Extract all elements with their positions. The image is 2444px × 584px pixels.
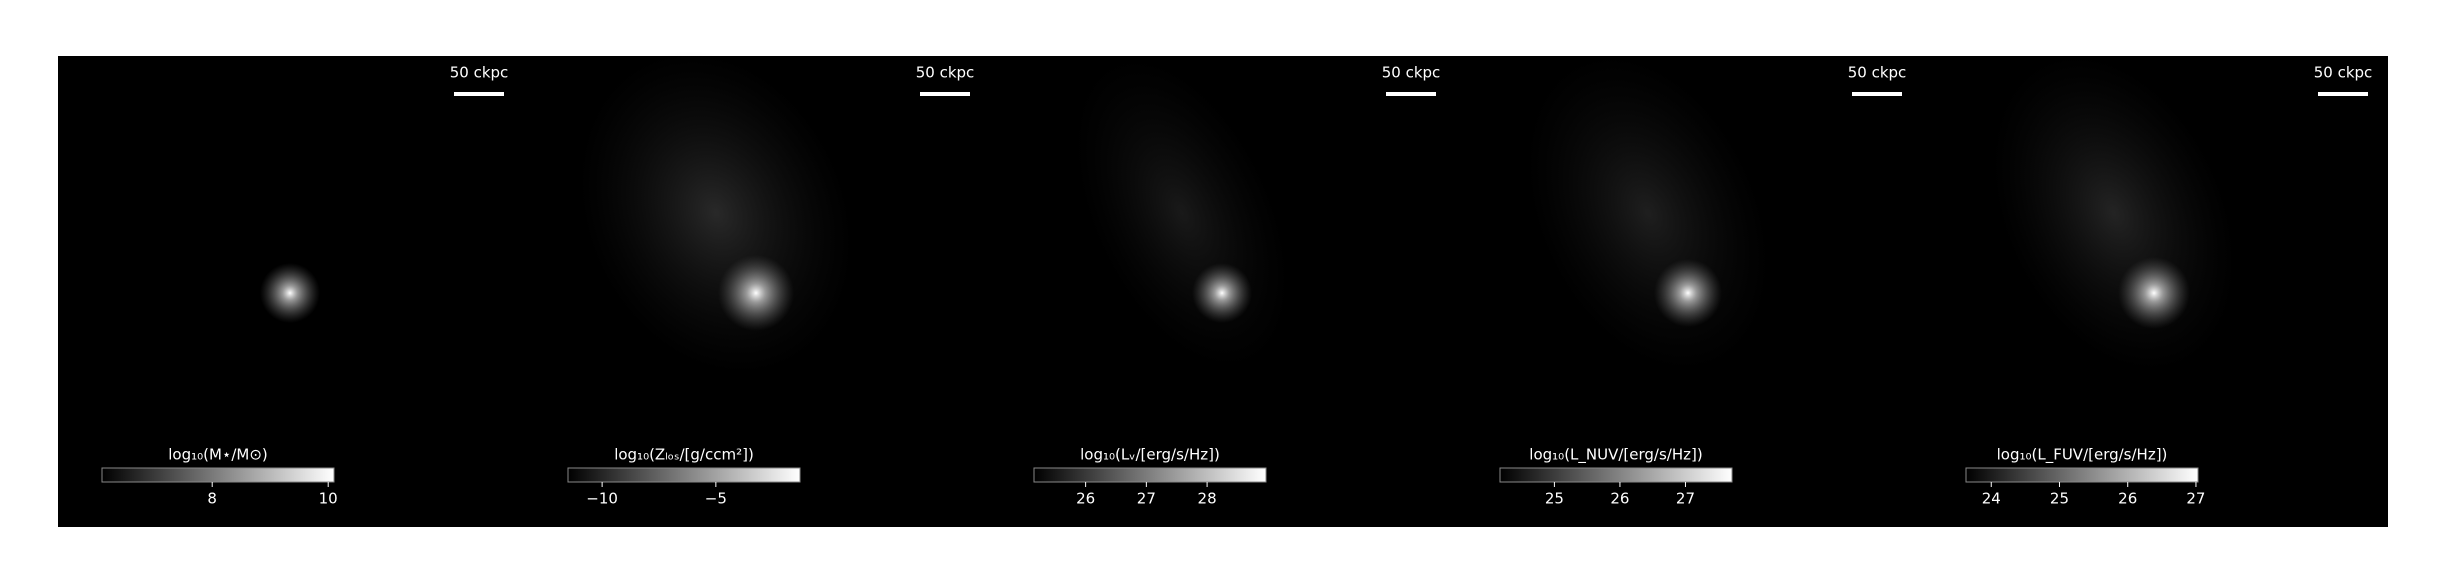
scale-label: 50 ckpc bbox=[450, 64, 509, 82]
scale-label: 50 ckpc bbox=[916, 64, 975, 82]
colorbar bbox=[101, 467, 335, 483]
galaxy-core bbox=[718, 255, 794, 331]
scale-label: 50 ckpc bbox=[2314, 64, 2373, 82]
colorbar-tick-label: −10 bbox=[586, 490, 618, 508]
colorbar bbox=[1499, 467, 1733, 483]
colorbar-tick-label: 28 bbox=[1198, 490, 1217, 508]
colorbar bbox=[1965, 467, 2199, 483]
colorbar-tick-label: 24 bbox=[1982, 490, 2001, 508]
colorbar-tick-label: 27 bbox=[1676, 490, 1695, 508]
colorbar-tick-label: 26 bbox=[1610, 490, 1629, 508]
colorbar-label: log₁₀(L_NUV/[erg/s/Hz]) bbox=[1529, 446, 1702, 465]
colorbar-label: log₁₀(Lᵥ/[erg/s/Hz]) bbox=[1080, 446, 1220, 464]
colorbar-tick-label: −5 bbox=[705, 490, 727, 508]
galaxy-core bbox=[1654, 259, 1722, 327]
colorbar-tick-label: 27 bbox=[2186, 490, 2205, 508]
colorbar-label: log₁₀(Zₗₒₛ/[g/ccm²]) bbox=[614, 446, 754, 464]
scale-label: 50 ckpc bbox=[1382, 64, 1441, 82]
colorbar-tick-label: 10 bbox=[319, 490, 338, 508]
colorbar-tick-label: 25 bbox=[2050, 490, 2069, 508]
galaxy-core bbox=[2118, 257, 2190, 329]
colorbar-tick-label: 27 bbox=[1137, 490, 1156, 508]
galaxy-core bbox=[260, 263, 320, 323]
colorbar-tick-label: 26 bbox=[1076, 490, 1095, 508]
colorbar-tick-label: 25 bbox=[1545, 490, 1564, 508]
colorbar-tick-label: 26 bbox=[2118, 490, 2137, 508]
scale-label: 50 ckpc bbox=[1848, 64, 1907, 82]
colorbar-label: log₁₀(L_FUV/[erg/s/Hz]) bbox=[1997, 446, 2168, 465]
colorbar-label: log₁₀(M⋆/M⊙) bbox=[168, 446, 268, 464]
colorbar bbox=[567, 467, 801, 483]
galaxy-core bbox=[1192, 263, 1252, 323]
colorbar-tick-label: 8 bbox=[207, 490, 217, 508]
colorbar bbox=[1033, 467, 1267, 483]
